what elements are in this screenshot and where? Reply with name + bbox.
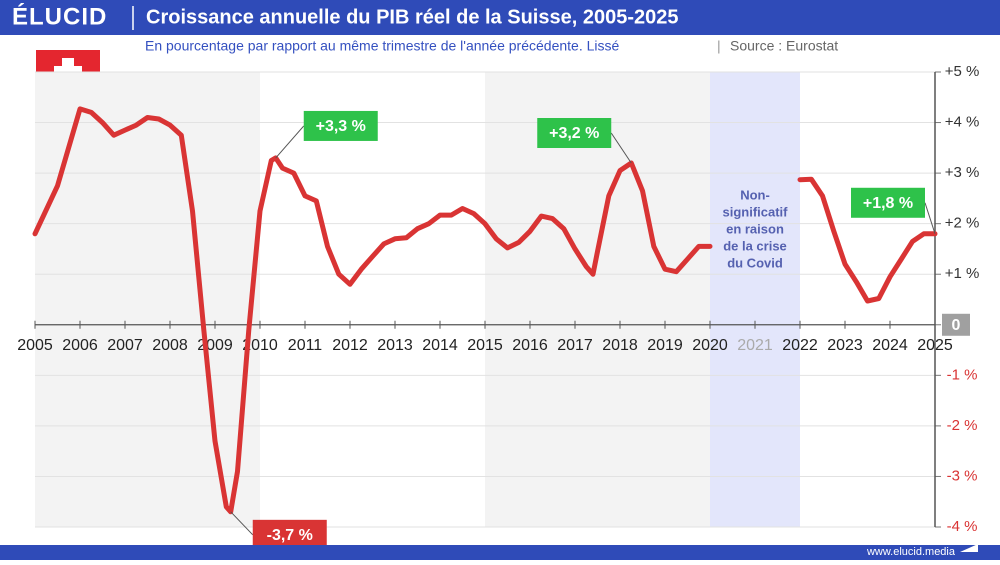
title: Croissance annuelle du PIB réel de la Su… xyxy=(146,6,678,28)
source: Source : Eurostat xyxy=(730,38,838,54)
annotation-leader xyxy=(275,125,305,159)
x-tick-label: 2019 xyxy=(647,337,683,354)
header-bar xyxy=(0,0,1000,35)
y-tick-label: +4 % xyxy=(945,114,980,131)
y-tick-label: +5 % xyxy=(945,63,980,80)
y-tick-label: -2 % xyxy=(947,417,978,434)
y-tick-label: -3 % xyxy=(947,467,978,484)
x-tick-label: 2021 xyxy=(737,337,773,354)
band-note: Non- xyxy=(740,187,770,202)
zero-label-box xyxy=(942,313,970,336)
band-note: du Covid xyxy=(727,255,783,270)
x-tick-label: 2025 xyxy=(917,337,953,354)
x-tick-label: 2022 xyxy=(782,337,818,354)
x-tick-label: 2016 xyxy=(512,337,548,354)
x-tick-label: 2012 xyxy=(332,337,368,354)
subtitle: En pourcentage par rapport au même trime… xyxy=(145,38,619,54)
x-tick-label: 2007 xyxy=(107,337,143,354)
x-tick-label: 2020 xyxy=(692,337,728,354)
x-tick-label: 2015 xyxy=(467,337,503,354)
y-tick-label: +1 % xyxy=(945,265,980,282)
annotation-box xyxy=(252,519,327,550)
annotation-box xyxy=(851,187,925,218)
shaded-range xyxy=(35,72,260,527)
annotation-leader xyxy=(610,132,632,164)
x-tick-label: 2006 xyxy=(62,337,98,354)
logo: ÉLUCID xyxy=(12,2,107,30)
x-tick-label: 2013 xyxy=(377,337,413,354)
footer-url: www.elucid.media xyxy=(866,546,956,558)
band-note: significatif xyxy=(722,204,788,219)
y-tick-label: 0 xyxy=(952,317,961,334)
x-tick-label: 2014 xyxy=(422,337,458,354)
x-tick-label: 2023 xyxy=(827,337,863,354)
x-tick-label: 2018 xyxy=(602,337,638,354)
x-tick-label: 2010 xyxy=(242,337,278,354)
x-tick-label: 2024 xyxy=(872,337,908,354)
band-note: de la crise xyxy=(723,238,787,253)
x-tick-label: 2011 xyxy=(288,337,323,354)
annotation-label: +1,8 % xyxy=(863,195,913,212)
band-note: en raison xyxy=(726,221,784,236)
x-tick-label: 2017 xyxy=(557,337,593,354)
annotation-label: +3,3 % xyxy=(316,118,366,135)
x-tick-label: 2008 xyxy=(152,337,188,354)
shaded-range xyxy=(710,72,800,527)
separator: | xyxy=(717,38,721,54)
annotation-label: -3,7 % xyxy=(267,527,313,544)
annotation-leader xyxy=(924,202,936,234)
line xyxy=(32,106,938,515)
footer-bar xyxy=(0,545,1000,560)
annotation-box xyxy=(537,118,612,148)
y-tick-label: +2 % xyxy=(945,215,980,232)
y-tick-label: -1 % xyxy=(947,366,978,383)
y-tick-label: +3 % xyxy=(945,164,980,181)
footer-icon xyxy=(960,544,978,552)
annotation-box xyxy=(303,110,378,141)
y-tick-label: -4 % xyxy=(947,518,978,535)
x-tick-label: 2005 xyxy=(17,337,53,354)
annotation-label: +3,2 % xyxy=(549,125,599,142)
annotation-leader xyxy=(230,511,254,536)
